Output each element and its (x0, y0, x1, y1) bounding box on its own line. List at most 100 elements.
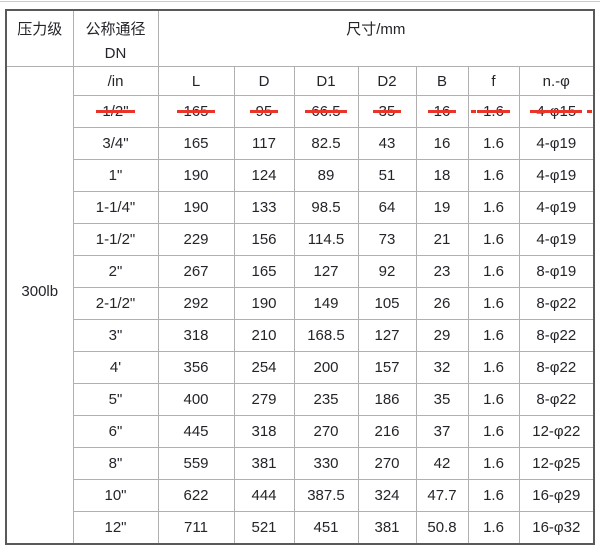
cell-D2: 64 (357, 191, 417, 224)
cell-L: 190 (157, 191, 235, 224)
cell-D1: 168.5 (293, 319, 359, 352)
cell-D2: 105 (357, 287, 417, 320)
cell-L: 356 (157, 351, 235, 384)
cell-B: 32 (415, 351, 469, 384)
cell-B: 26 (415, 287, 469, 320)
table-row: 6" 445 318 270 216 37 1.6 12-φ22 (6, 415, 595, 448)
size-header: 尺寸/mm (157, 9, 595, 67)
cell-D: 318 (233, 415, 295, 448)
cell-n-phi: 8-φ22 (518, 351, 595, 384)
cell-n-phi: 16-φ29 (518, 479, 595, 512)
cell-D1: 149 (293, 287, 359, 320)
cell-n-phi: 4-φ15 (518, 95, 595, 128)
cell-B: 19 (415, 191, 469, 224)
cell-f: 1.6 (467, 351, 520, 384)
cell-B: 50.8 (415, 511, 469, 544)
cell-n-phi: 4-φ19 (518, 223, 595, 256)
cell-f: 1.6 (467, 415, 520, 448)
table-row: 2" 267 165 127 92 23 1.6 8-φ19 (6, 255, 595, 288)
cell-L: 292 (157, 287, 235, 320)
cell-B: 35 (415, 383, 469, 416)
cell-n-phi: 8-φ19 (518, 255, 595, 288)
cell-n-phi: 16-φ32 (518, 511, 595, 544)
cell-D: 444 (233, 479, 295, 512)
cell-D1: 200 (293, 351, 359, 384)
cell-D1: 270 (293, 415, 359, 448)
unit-header-B: B (415, 66, 469, 96)
unit-header-in: /in (72, 66, 159, 96)
table-row: 1-1/4" 190 133 98.5 64 19 1.6 4-φ19 (6, 191, 595, 224)
cell-n-phi: 4-φ19 (518, 127, 595, 160)
cell-D: 95 (233, 95, 295, 128)
header-row-main: 压力级 公称通径 DN 尺寸/mm (5, 9, 595, 67)
cell-f: 1.6 (467, 159, 520, 192)
cell-B: 29 (415, 319, 469, 352)
cell-n-phi: 12-φ25 (518, 447, 595, 480)
cell-D1: 89 (293, 159, 359, 192)
cell-D2: 157 (357, 351, 417, 384)
cell-n-phi: 12-φ22 (518, 415, 595, 448)
cell-D1: 82.5 (293, 127, 359, 160)
cell-D: 381 (233, 447, 295, 480)
cell-D2: 324 (357, 479, 417, 512)
dimension-table: 压力级 公称通径 DN 尺寸/mm 300lb /in L D D1 D2 B … (5, 9, 596, 545)
cell-D: 117 (233, 127, 295, 160)
unit-header-D2: D2 (357, 66, 417, 96)
cell-size-in: 6" (72, 415, 159, 448)
cell-D2: 216 (357, 415, 417, 448)
cell-size-in: 10" (72, 479, 159, 512)
cell-L: 559 (157, 447, 235, 480)
unit-header-n-phi: n.-φ (518, 66, 595, 96)
cell-f: 1.6 (467, 255, 520, 288)
cell-D1: 66.5 (293, 95, 359, 128)
cell-n-phi: 8-φ22 (518, 319, 595, 352)
nominal-diameter-header: 公称通径 DN (72, 9, 159, 67)
cell-f: 1.6 (467, 319, 520, 352)
cell-L: 229 (157, 223, 235, 256)
cell-D2: 51 (357, 159, 417, 192)
cell-size-in: 5" (72, 383, 159, 416)
cell-D2: 127 (357, 319, 417, 352)
cell-D2: 92 (357, 255, 417, 288)
table-row: 5" 400 279 235 186 35 1.6 8-φ22 (6, 383, 595, 416)
top-hairline (0, 1, 600, 2)
cell-n-phi: 8-φ22 (518, 383, 595, 416)
cell-D: 190 (233, 287, 295, 320)
table-row: 12" 711 521 451 381 50.8 1.6 16-φ32 (6, 511, 595, 544)
cell-n-phi: 8-φ22 (518, 287, 595, 320)
cell-D2: 381 (357, 511, 417, 544)
nominal-diameter-label: 公称通径 (85, 21, 146, 38)
cell-D1: 235 (293, 383, 359, 416)
cell-D: 254 (233, 351, 295, 384)
cell-size-in: 12" (72, 511, 159, 544)
cell-D2: 43 (357, 127, 417, 160)
table-row: 2-1/2" 292 190 149 105 26 1.6 8-φ22 (6, 287, 595, 320)
cell-D2: 35 (357, 95, 417, 128)
cell-D2: 186 (357, 383, 417, 416)
cell-size-in: 1-1/4" (72, 191, 159, 224)
cell-f: 1.6 (467, 127, 520, 160)
nominal-diameter-sub-label: DN (104, 45, 127, 62)
cell-D1: 114.5 (293, 223, 359, 256)
cell-L: 190 (157, 159, 235, 192)
cell-D2: 270 (357, 447, 417, 480)
cell-size-in: 2" (72, 255, 159, 288)
table-row: 8" 559 381 330 270 42 1.6 12-φ25 (6, 447, 595, 480)
table-row: 4' 356 254 200 157 32 1.6 8-φ22 (6, 351, 595, 384)
cell-f: 1.6 (467, 383, 520, 416)
cell-L: 318 (157, 319, 235, 352)
cell-B: 16 (415, 95, 469, 128)
cell-D: 521 (233, 511, 295, 544)
cell-f: 1.6 (467, 223, 520, 256)
cell-f: 1.6 (467, 95, 520, 128)
pressure-class-header: 压力级 (5, 9, 74, 67)
cell-B: 42 (415, 447, 469, 480)
cell-f: 1.6 (467, 479, 520, 512)
cell-D1: 451 (293, 511, 359, 544)
pressure-class-value: 300lb (5, 66, 74, 544)
cell-D: 156 (233, 223, 295, 256)
cell-B: 23 (415, 255, 469, 288)
cell-D1: 387.5 (293, 479, 359, 512)
cell-size-in: 2-1/2" (72, 287, 159, 320)
cell-n-phi: 4-φ19 (518, 159, 595, 192)
